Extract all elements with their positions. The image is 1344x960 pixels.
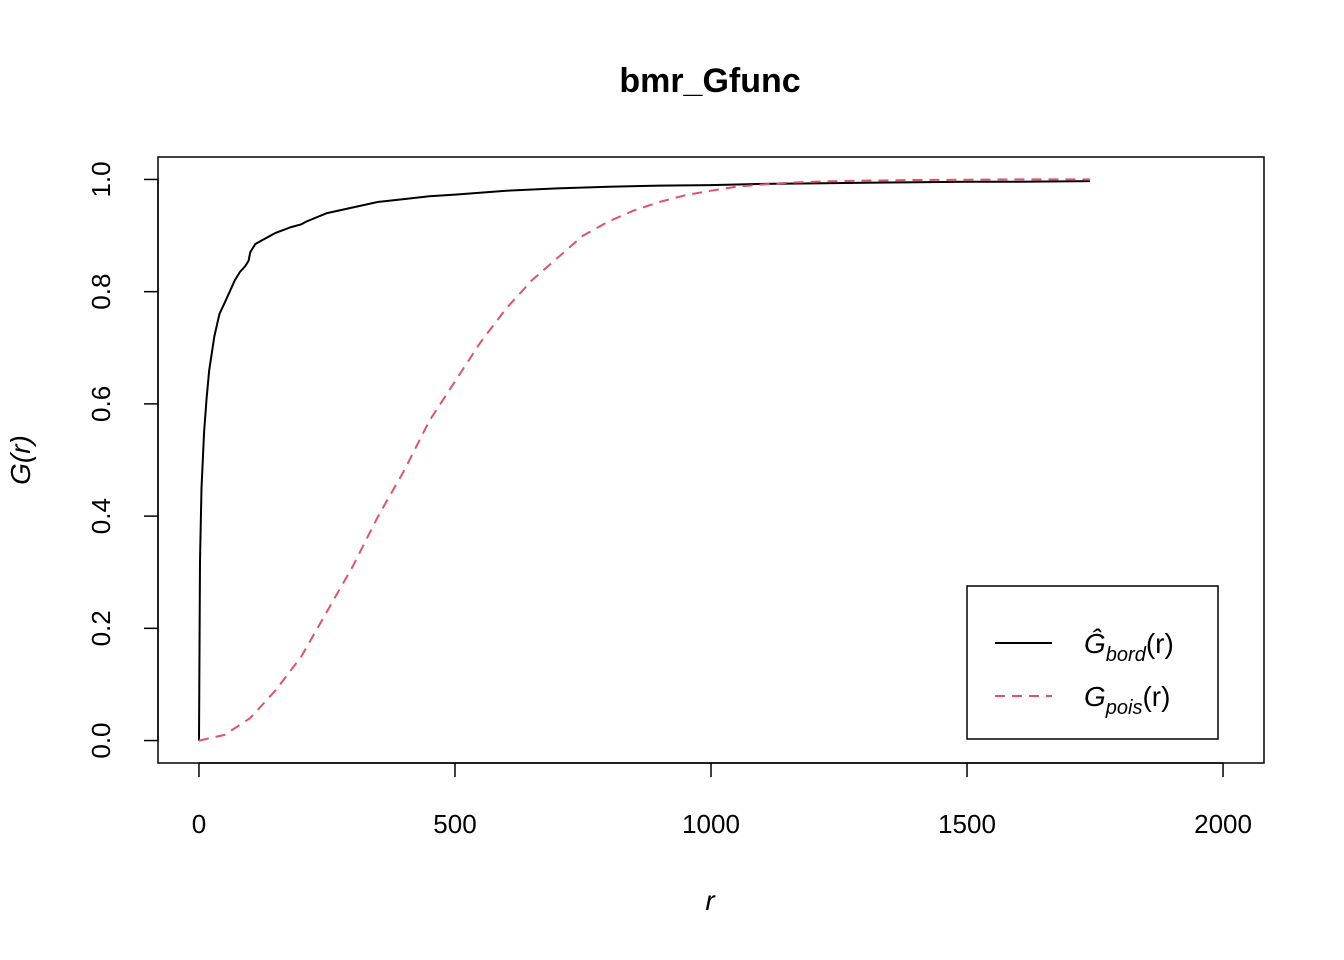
y-tick-label: 0.2 (86, 610, 116, 646)
y-tick-label: 0.8 (86, 274, 116, 310)
y-tick-label: 0.6 (86, 386, 116, 422)
x-tick-label: 1500 (938, 809, 996, 839)
x-axis-label: r (705, 885, 716, 916)
legend-label: Ĝbord(r) (1084, 628, 1174, 666)
chart-title: bmr_Gfunc (619, 62, 800, 100)
legend-box (966, 585, 1219, 740)
y-tick-label: 0.4 (86, 498, 116, 534)
y-tick-label: 0.0 (86, 722, 116, 758)
legend-label: Gpois(r) (1084, 681, 1170, 719)
x-tick-label: 2000 (1194, 809, 1252, 839)
series-line-g-bord (198, 180, 1090, 741)
x-axis: 0 500 1000 1500 2000 (192, 762, 1252, 839)
x-tick-label: 1000 (682, 809, 740, 839)
y-axis-label: G(r) (5, 435, 36, 485)
legend: Ĝbord(r) Gpois(r) (966, 585, 1219, 740)
y-axis: 0.0 0.2 0.4 0.6 0.8 1.0 (86, 161, 159, 759)
x-tick-label: 500 (433, 809, 476, 839)
x-tick-label: 0 (192, 809, 206, 839)
series-layer (198, 178, 1090, 742)
y-tick-label: 1.0 (86, 161, 116, 197)
series-line-g-pois (198, 178, 1090, 742)
